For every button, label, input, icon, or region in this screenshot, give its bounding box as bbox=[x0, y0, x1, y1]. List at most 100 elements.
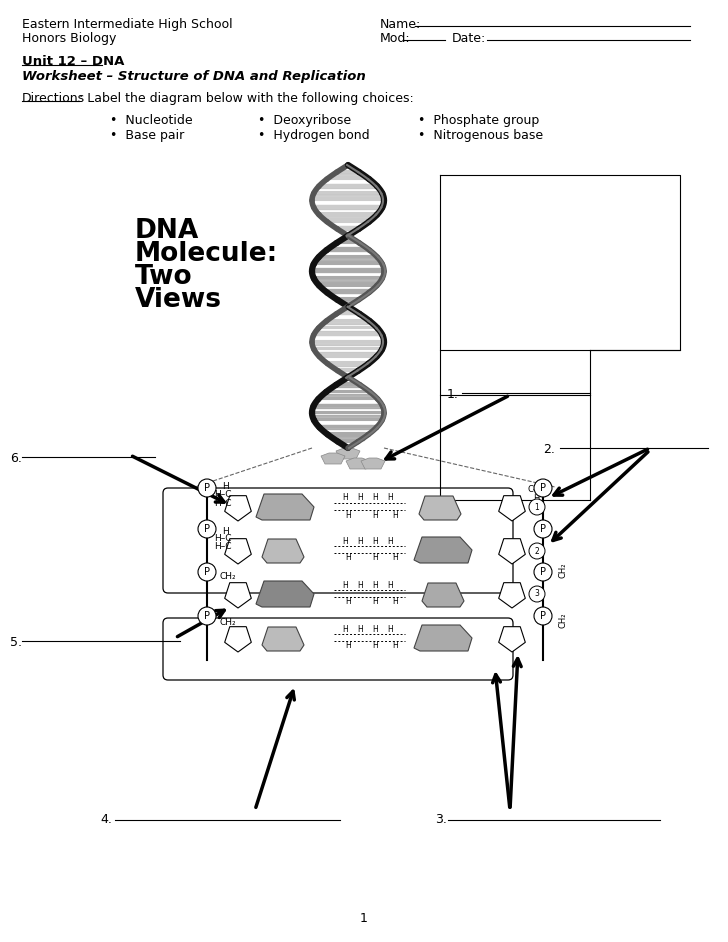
Text: 1: 1 bbox=[534, 502, 539, 512]
Text: •  Base pair: • Base pair bbox=[110, 129, 184, 142]
Text: Molecule:: Molecule: bbox=[135, 241, 278, 267]
Text: H: H bbox=[342, 625, 348, 634]
Text: H: H bbox=[222, 527, 229, 536]
Circle shape bbox=[198, 520, 216, 538]
Circle shape bbox=[534, 479, 552, 497]
Text: H: H bbox=[387, 625, 393, 634]
Text: CH₂: CH₂ bbox=[558, 562, 567, 577]
Text: CH₂: CH₂ bbox=[558, 612, 567, 627]
Text: H–C: H–C bbox=[214, 534, 232, 543]
Text: H: H bbox=[357, 580, 363, 590]
Polygon shape bbox=[414, 537, 472, 563]
Text: P: P bbox=[540, 483, 546, 493]
Text: H: H bbox=[342, 537, 348, 545]
Text: H: H bbox=[372, 597, 378, 607]
Text: H: H bbox=[345, 597, 351, 607]
Text: Date:: Date: bbox=[452, 32, 486, 45]
Text: •  Nucleotide: • Nucleotide bbox=[110, 114, 193, 127]
Polygon shape bbox=[499, 539, 526, 564]
Text: H–C: H–C bbox=[214, 499, 232, 508]
Text: H: H bbox=[372, 642, 378, 651]
Text: •  Hydrogen bond: • Hydrogen bond bbox=[258, 129, 370, 142]
Text: 4.: 4. bbox=[100, 813, 112, 826]
Text: 5.: 5. bbox=[10, 636, 22, 649]
Text: P: P bbox=[540, 567, 546, 577]
Circle shape bbox=[529, 543, 545, 559]
Text: H: H bbox=[345, 554, 351, 562]
Polygon shape bbox=[225, 626, 251, 652]
Circle shape bbox=[198, 607, 216, 625]
Text: H: H bbox=[372, 625, 378, 634]
Text: H: H bbox=[392, 554, 398, 562]
Text: H: H bbox=[387, 537, 393, 545]
Circle shape bbox=[534, 563, 552, 581]
Text: : Label the diagram below with the following choices:: : Label the diagram below with the follo… bbox=[79, 92, 414, 105]
Polygon shape bbox=[499, 495, 526, 521]
Text: H: H bbox=[372, 511, 378, 519]
Polygon shape bbox=[225, 583, 251, 608]
Text: CH₂: CH₂ bbox=[220, 572, 237, 581]
Polygon shape bbox=[346, 458, 370, 469]
Text: P: P bbox=[204, 611, 210, 621]
Text: H: H bbox=[357, 625, 363, 634]
Text: P: P bbox=[204, 567, 210, 577]
Polygon shape bbox=[499, 626, 526, 652]
Text: H: H bbox=[533, 494, 539, 503]
Text: H: H bbox=[387, 494, 393, 502]
Text: H: H bbox=[372, 554, 378, 562]
Text: P: P bbox=[204, 524, 210, 534]
Text: C–H: C–H bbox=[527, 485, 544, 494]
Polygon shape bbox=[321, 453, 345, 464]
Text: H: H bbox=[392, 597, 398, 607]
Text: H: H bbox=[387, 580, 393, 590]
Text: H–C: H–C bbox=[214, 490, 232, 499]
Text: H: H bbox=[345, 642, 351, 651]
Text: CH₂: CH₂ bbox=[220, 618, 237, 627]
Text: Eastern Intermediate High School: Eastern Intermediate High School bbox=[22, 18, 233, 31]
Text: H: H bbox=[372, 494, 378, 502]
Text: •  Nitrogenous base: • Nitrogenous base bbox=[418, 129, 543, 142]
Text: P: P bbox=[204, 483, 210, 493]
Circle shape bbox=[198, 479, 216, 497]
Text: 2: 2 bbox=[534, 546, 539, 556]
Text: 1: 1 bbox=[360, 912, 368, 925]
Text: Two: Two bbox=[135, 264, 193, 290]
Text: P: P bbox=[540, 524, 546, 534]
Polygon shape bbox=[419, 496, 461, 520]
Text: Mod:: Mod: bbox=[380, 32, 411, 45]
Text: H: H bbox=[342, 494, 348, 502]
Text: Directions: Directions bbox=[22, 92, 85, 105]
Text: H: H bbox=[357, 494, 363, 502]
Text: Views: Views bbox=[135, 287, 222, 313]
Text: 2.: 2. bbox=[543, 443, 555, 456]
Text: H: H bbox=[222, 482, 229, 491]
Text: Name:: Name: bbox=[380, 18, 422, 31]
Polygon shape bbox=[414, 625, 472, 651]
Polygon shape bbox=[225, 495, 251, 521]
Text: 3: 3 bbox=[534, 590, 539, 598]
Circle shape bbox=[198, 563, 216, 581]
Circle shape bbox=[534, 520, 552, 538]
Text: H: H bbox=[392, 642, 398, 651]
Text: 1.: 1. bbox=[447, 388, 459, 401]
Polygon shape bbox=[499, 583, 526, 608]
Text: 6.: 6. bbox=[10, 452, 22, 465]
Text: 3.: 3. bbox=[435, 813, 447, 826]
Polygon shape bbox=[262, 539, 304, 563]
Circle shape bbox=[529, 586, 545, 602]
Text: H: H bbox=[342, 580, 348, 590]
Text: Honors Biology: Honors Biology bbox=[22, 32, 116, 45]
Text: •  Phosphate group: • Phosphate group bbox=[418, 114, 539, 127]
Polygon shape bbox=[225, 539, 251, 564]
Text: P: P bbox=[540, 611, 546, 621]
Polygon shape bbox=[336, 448, 360, 459]
Text: H: H bbox=[357, 537, 363, 545]
Polygon shape bbox=[422, 583, 464, 607]
Text: Worksheet – Structure of DNA and Replication: Worksheet – Structure of DNA and Replica… bbox=[22, 70, 365, 83]
Text: H: H bbox=[372, 580, 378, 590]
Text: H: H bbox=[345, 511, 351, 519]
Polygon shape bbox=[262, 627, 304, 651]
Text: Unit 12 – DNA: Unit 12 – DNA bbox=[22, 55, 124, 68]
Text: •  Deoxyribose: • Deoxyribose bbox=[258, 114, 351, 127]
Polygon shape bbox=[361, 458, 385, 469]
